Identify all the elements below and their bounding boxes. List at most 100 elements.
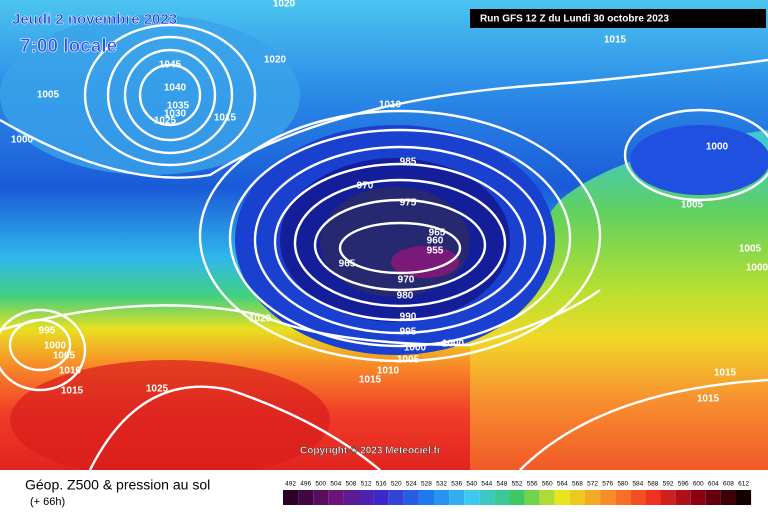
colorbar-label: 572 [587, 481, 598, 488]
isobar-label: 1025 [154, 116, 177, 127]
colorbar-box [403, 490, 419, 505]
colorbar-label: 576 [602, 481, 613, 488]
colorbar-label: 540 [466, 481, 477, 488]
colorbar-box [690, 490, 706, 505]
isobar-label: 970 [398, 275, 415, 286]
colorbar-label: 604 [708, 481, 719, 488]
isobar-label: 1000 [404, 343, 427, 354]
isobar-label: 1025 [146, 384, 169, 395]
isobar-label: 1005 [681, 200, 704, 211]
colorbar-box [388, 490, 404, 505]
isobar-label: 965 [429, 228, 446, 239]
isobar-label: 1015 [61, 386, 84, 397]
colorbar-label: 504 [330, 481, 341, 488]
colorbar-box [449, 490, 465, 505]
colorbar-box [645, 490, 661, 505]
isobar-label: 1000 [746, 263, 768, 274]
legend-title: Géop. Z500 & pression au sol [25, 477, 210, 493]
colorbar-box [600, 490, 616, 505]
colorbar-box [675, 490, 691, 505]
isobar-label: 955 [427, 246, 444, 257]
isobar-label: 960 [427, 236, 444, 247]
colorbar-label: 608 [723, 481, 734, 488]
isobar-label: 1005 [53, 351, 76, 362]
colorbar-label: 568 [572, 481, 583, 488]
colorbar-label: 556 [527, 481, 538, 488]
colorbar-box [660, 490, 676, 505]
isobar-label: 1020 [273, 0, 296, 10]
isobar-label: 1015 [714, 368, 737, 379]
colorbar-label: 536 [451, 481, 462, 488]
isobar-label: 1005 [37, 90, 60, 101]
isobar-label: 975 [400, 198, 417, 209]
colorbar-box [630, 490, 646, 505]
colorbar-label: 500 [315, 481, 326, 488]
colorbar-box [479, 490, 495, 505]
isobar-label: 1035 [167, 101, 190, 112]
colorbar-label: 508 [346, 481, 357, 488]
colorbar-label: 592 [663, 481, 674, 488]
isobar-label: 1015 [697, 394, 720, 405]
time: 7:00 locale [20, 36, 117, 57]
isobar-label: 1000 [11, 135, 34, 146]
colorbar-label: 596 [678, 481, 689, 488]
isobar-label: 1020 [249, 314, 272, 325]
isobars [0, 23, 768, 471]
colorbar-box [283, 490, 299, 505]
colorbar-label: 580 [617, 481, 628, 488]
colorbar-label: 492 [285, 481, 296, 488]
colorbar-label: 564 [557, 481, 568, 488]
isobar-label: 1015 [359, 375, 382, 386]
colorbar-box [494, 490, 510, 505]
colorbar-label: 584 [632, 481, 643, 488]
colorbar-label: 548 [497, 481, 508, 488]
isobar-label: 1010 [379, 100, 402, 111]
map-background [0, 0, 768, 480]
colorbar-label: 528 [421, 481, 432, 488]
isobar-label: 970 [357, 181, 374, 192]
colorbar-box [585, 490, 601, 505]
isobar-label: 980 [397, 291, 414, 302]
isobar-label: 995 [39, 326, 56, 337]
colorbar-box [298, 490, 314, 505]
colorbar-box [418, 490, 434, 505]
date: Jeudi 2 novembre 2023 [12, 11, 177, 28]
run-box [470, 9, 766, 28]
isobar-label: 1015 [604, 35, 627, 46]
isobar-label: 995 [400, 327, 417, 338]
colorbar-label: 532 [436, 481, 447, 488]
colorbar-box [539, 490, 555, 505]
colorbar-box [736, 490, 752, 505]
colorbar-label: 516 [376, 481, 387, 488]
colorbar-box [720, 490, 736, 505]
colorbar-box [434, 490, 450, 505]
colorbar-box [358, 490, 374, 505]
colorbar-box [554, 490, 570, 505]
colorbar-label: 512 [361, 481, 372, 488]
isobar-label: 985 [400, 157, 417, 168]
run-info: Run GFS 12 Z du Lundi 30 octobre 2023 [480, 14, 669, 25]
isobar-label: 1005 [739, 244, 762, 255]
colorbar-label: 524 [406, 481, 417, 488]
colorbar-label: 496 [300, 481, 311, 488]
isobar-label: 1000 [44, 341, 67, 352]
colorbar-label: 588 [648, 481, 659, 488]
colorbar-label: 600 [693, 481, 704, 488]
isobar-label: 1015 [214, 113, 237, 124]
colorbar-label: 560 [542, 481, 553, 488]
isobar-label: 1005 [397, 355, 420, 366]
colorbar-box [373, 490, 389, 505]
isobar-label: 1000 [442, 339, 465, 350]
isobar-label: 1040 [164, 83, 187, 94]
colorbar-box [313, 490, 329, 505]
colorbar-box [705, 490, 721, 505]
isobar-label: 1020 [264, 55, 287, 66]
colorbar-box [569, 490, 585, 505]
isobar-label: 1010 [377, 366, 400, 377]
colorbar-box [524, 490, 540, 505]
colorbar-box [328, 490, 344, 505]
copyright: Copyright © 2023 Meteociel.fr [300, 446, 441, 457]
colorbar-label: 544 [481, 481, 492, 488]
colorbar-box [615, 490, 631, 505]
lead-time: (+ 66h) [30, 496, 65, 508]
